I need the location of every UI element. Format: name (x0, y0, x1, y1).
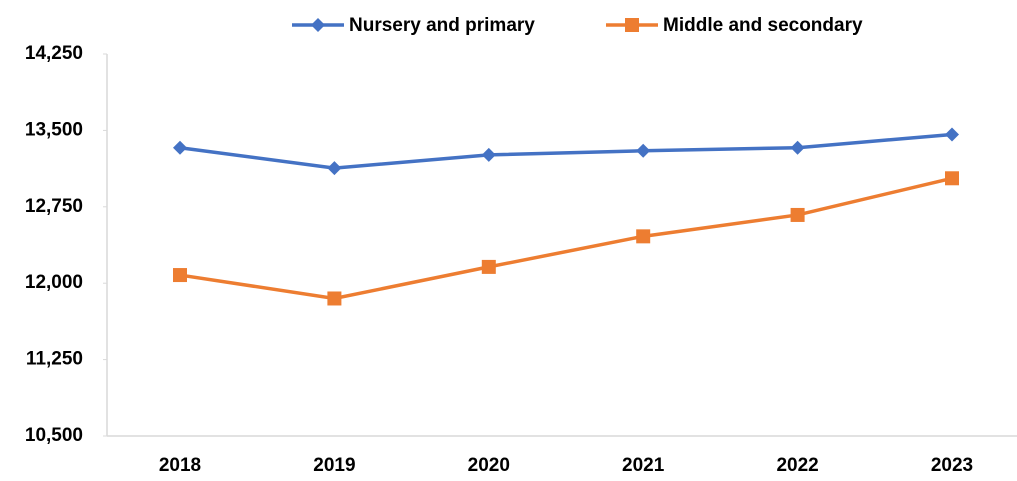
data-point (945, 171, 959, 186)
data-point (173, 268, 187, 283)
data-point (481, 259, 496, 274)
x-tick-label: 2019 (313, 455, 355, 476)
y-tick-label: 13,500 (25, 119, 83, 140)
y-tick-label: 12,750 (25, 196, 83, 217)
x-tick-label: 2020 (468, 455, 510, 476)
legend-label: Middle and secondary (663, 15, 863, 36)
data-point (636, 229, 651, 244)
x-tick-label: 2023 (931, 455, 973, 476)
y-tick-label: 10,500 (25, 425, 83, 446)
data-point (481, 147, 496, 162)
data-point (790, 140, 805, 155)
data-point (636, 143, 651, 158)
legend-label: Nursery and primary (349, 15, 535, 36)
series-line (179, 176, 953, 301)
legend-marker (625, 18, 639, 32)
y-tick-label: 12,000 (25, 272, 83, 293)
data-point (173, 140, 187, 155)
data-point (327, 161, 342, 176)
series-line (179, 132, 953, 170)
data-point (790, 207, 805, 222)
x-tick-label: 2021 (622, 455, 665, 476)
y-tick-label: 14,250 (25, 43, 83, 64)
legend-marker (311, 18, 325, 32)
data-point (945, 127, 959, 142)
data-point (327, 291, 342, 306)
x-tick-label: 2022 (776, 455, 818, 476)
y-tick-label: 11,250 (26, 349, 83, 370)
x-tick-label: 2018 (159, 455, 201, 476)
